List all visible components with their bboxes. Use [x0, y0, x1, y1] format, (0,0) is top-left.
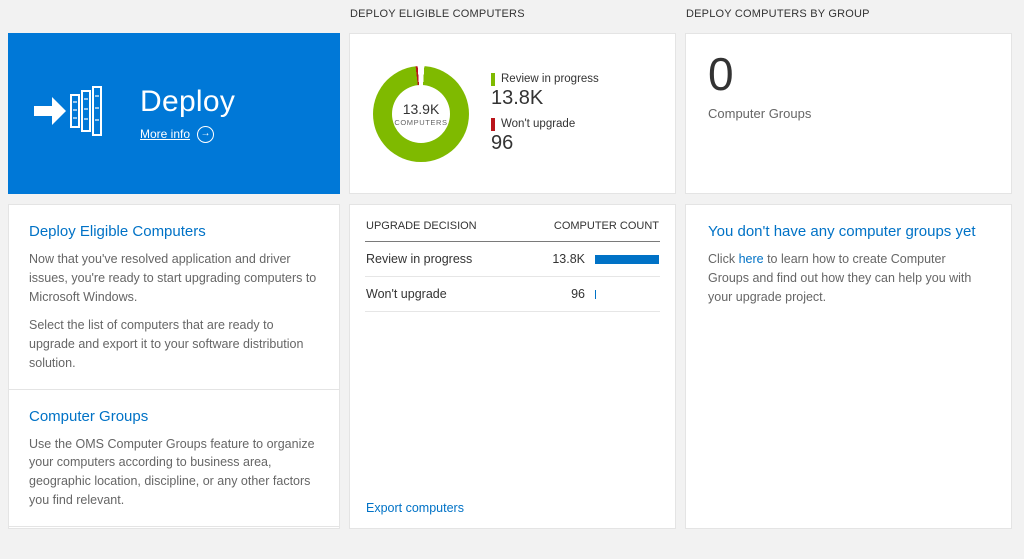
count-bar-track [595, 289, 659, 299]
deploy-eligible-heading: Deploy Eligible Computers [29, 223, 206, 240]
table-row[interactable]: Won't upgrade 96 [365, 277, 660, 312]
donut-legend: Review in progress 13.8K Won't upgrade 9… [491, 65, 599, 163]
count-bar-track [595, 254, 659, 264]
table-header-upgrade-decision: UPGRADE DECISION [366, 220, 477, 232]
column-header-eligible-computers: DEPLOY ELIGIBLE COMPUTERS [350, 8, 525, 20]
deploy-tile[interactable]: Deploy More info → [8, 33, 340, 194]
count-bar [595, 289, 597, 299]
more-info-label: More info [140, 127, 191, 141]
section-computer-groups: Computer Groups Use the OMS Computer Gro… [9, 390, 339, 527]
computer-groups-paragraph: Use the OMS Computer Groups feature to o… [29, 436, 315, 507]
donut-center-value: 13.9K [402, 100, 440, 117]
deploy-eligible-paragraph-2: Select the list of computers that are re… [29, 318, 304, 370]
table-row[interactable]: Review in progress 13.8K [365, 242, 660, 277]
count-value: 96 [571, 287, 585, 301]
legend-color-bar [491, 72, 495, 86]
table-cell-decision: Review in progress [366, 252, 473, 266]
computer-groups-heading: Computer Groups [29, 407, 149, 425]
table-header-computer-count: COMPUTER COUNT [553, 220, 659, 232]
no-computer-groups-heading: You don't have any computer groups yet [708, 223, 976, 240]
table-cell-count: 13.8K [549, 252, 659, 266]
export-computers-link[interactable]: Export computers [366, 501, 464, 515]
donut-chart[interactable]: 13.9K COMPUTERS [373, 65, 469, 162]
donut-center: 13.9K COMPUTERS [392, 84, 450, 143]
table-cell-count: 96 [549, 287, 659, 301]
section-empty [9, 527, 339, 559]
eligible-computers-chart-card: 13.9K COMPUTERS Review in progress 13.8K… [349, 33, 676, 194]
deploy-description-card: Deploy Eligible Computers Now that you'v… [8, 204, 340, 529]
legend-label: Review in progress [501, 73, 599, 85]
no-computer-groups-paragraph: Click here to learn how to create Comput… [708, 250, 989, 306]
deploy-tile-text: Deploy More info → [140, 85, 235, 143]
column-header-computers-by-group: DEPLOY COMPUTERS BY GROUP [686, 8, 870, 20]
count-bar [595, 254, 659, 264]
paragraph-text-before-link: Click [708, 252, 739, 266]
legend-color-bar [491, 117, 495, 131]
computer-groups-info-card: You don't have any computer groups yet C… [685, 204, 1012, 529]
legend-value: 96 [491, 131, 514, 154]
more-info-link[interactable]: More info → [140, 125, 235, 143]
paragraph-text-after-link: to learn how to create Computer Groups a… [708, 252, 972, 304]
table-cell-decision: Won't upgrade [366, 287, 447, 301]
deploy-title: Deploy [140, 84, 236, 118]
deploy-eligible-paragraph-1: Now that you've resolved application and… [29, 252, 317, 304]
legend-label: Won't upgrade [501, 118, 576, 130]
donut-center-label: COMPUTERS [394, 117, 448, 127]
arrow-right-icon: → [197, 125, 215, 143]
legend-item-wont-upgrade: Won't upgrade 96 [491, 117, 599, 155]
upgrade-decision-table-card: UPGRADE DECISION COMPUTER COUNT Review i… [349, 204, 676, 529]
deploy-icon [34, 83, 104, 144]
computer-groups-count-card: 0 Computer Groups [685, 33, 1012, 194]
legend-value: 13.8K [491, 86, 544, 109]
here-link[interactable]: here [738, 252, 764, 266]
table-header: UPGRADE DECISION COMPUTER COUNT [365, 205, 660, 242]
legend-item-review-in-progress: Review in progress 13.8K [491, 72, 599, 110]
count-value: 13.8K [552, 252, 585, 266]
section-deploy-eligible-computers: Deploy Eligible Computers Now that you'v… [9, 205, 339, 390]
computer-groups-count-label: Computer Groups [708, 106, 812, 122]
computer-groups-count: 0 [708, 48, 734, 100]
